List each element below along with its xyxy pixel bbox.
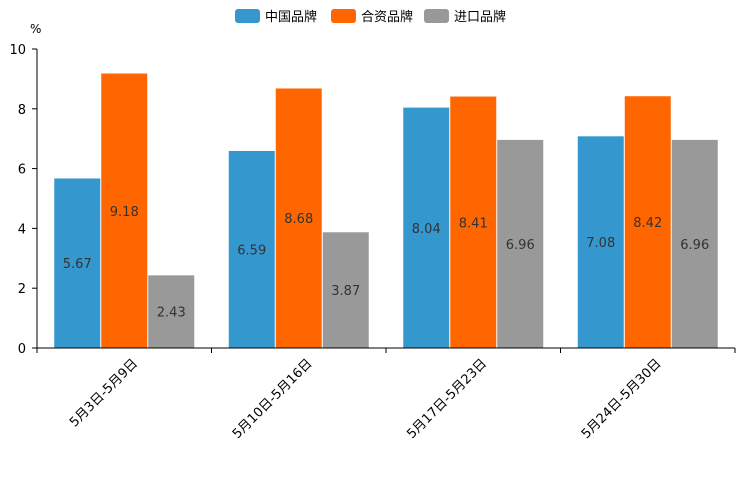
bar-value-label: 8.04 [412, 222, 441, 237]
bar [54, 178, 101, 348]
y-tick-label: 6 [18, 163, 26, 178]
legend-swatch [424, 9, 449, 23]
bar-value-label: 3.87 [331, 284, 360, 299]
bar [148, 275, 195, 348]
y-tick-label: 10 [9, 43, 26, 58]
y-tick-label: 0 [18, 342, 26, 357]
legend-swatch [235, 9, 260, 23]
legend-entry: 中国品牌 [265, 9, 317, 25]
legend: 中国品牌 合资品牌 进口品牌 [235, 9, 506, 25]
bar-value-label: 8.68 [284, 212, 313, 227]
legend-entry: 合资品牌 [361, 9, 413, 25]
bar [624, 96, 671, 348]
legend-swatch [331, 9, 356, 23]
bar [403, 107, 450, 348]
bar [577, 136, 624, 348]
bar [450, 96, 497, 348]
x-category-label: 5月24日-5月30日 [579, 356, 665, 442]
bar-value-label: 9.18 [110, 205, 139, 220]
bar-value-label: 2.43 [157, 306, 186, 321]
bar-value-label: 7.08 [586, 236, 615, 251]
bar-value-label: 8.41 [459, 216, 488, 231]
y-axis-unit-label: % [30, 22, 41, 36]
bar-value-label: 6.59 [237, 243, 266, 258]
bar-value-label: 6.96 [680, 238, 709, 253]
bar [497, 139, 544, 348]
y-tick-label: 8 [18, 103, 26, 118]
y-axis: 0 2 4 6 8 10 [9, 43, 38, 357]
bar [322, 232, 369, 348]
y-tick-label: 2 [18, 282, 26, 297]
bar-value-label: 8.42 [633, 216, 662, 231]
bar [101, 73, 148, 348]
bar [275, 88, 322, 348]
x-category-label: 5月17日-5月23日 [404, 356, 490, 442]
legend-entry: 进口品牌 [454, 9, 506, 25]
x-category-label: 5月3日-5月9日 [67, 356, 141, 430]
x-category-label: 5月10日-5月16日 [230, 356, 316, 442]
y-tick-label: 4 [18, 222, 26, 237]
bar-value-label: 5.67 [63, 257, 92, 272]
bar-value-label: 6.96 [506, 238, 535, 253]
bar [671, 139, 718, 348]
bar [228, 150, 275, 348]
bars: 5.67 9.18 2.43 6.59 8.68 3.87 8.04 8.41 6.96 7.08… [54, 73, 718, 348]
x-axis: 5月3日-5月9日 5月10日-5月16日 5月17日-5月23日 5月24日-5月3… [36, 347, 736, 442]
